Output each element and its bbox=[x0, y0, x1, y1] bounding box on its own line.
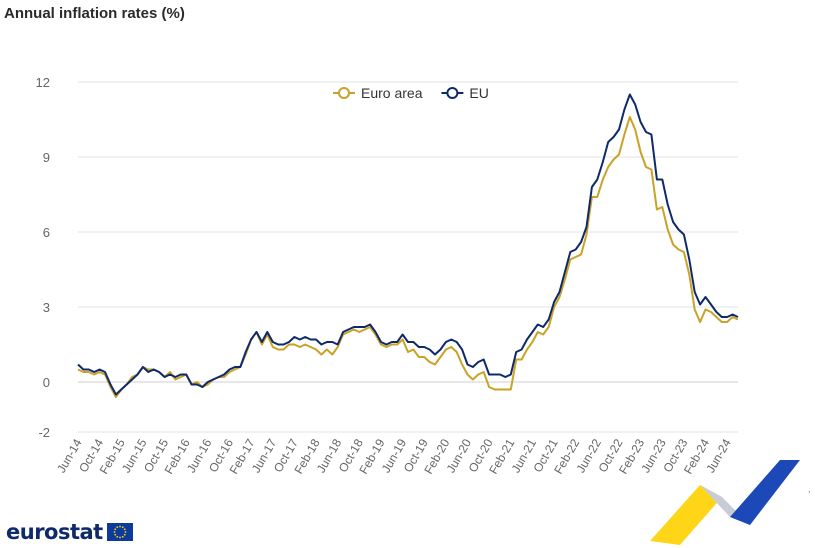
y-tick-label: 6 bbox=[43, 225, 50, 240]
flag-star bbox=[113, 531, 116, 533]
flag-star bbox=[116, 535, 118, 538]
y-axis-ticks: -2 0 3 6 9 12 bbox=[36, 75, 50, 440]
eurostat-wordmark: eurostat bbox=[6, 520, 103, 544]
flag-star bbox=[118, 536, 121, 539]
flag-star bbox=[124, 531, 127, 533]
eu-flag-icon bbox=[106, 523, 133, 541]
flag-star bbox=[123, 528, 126, 531]
ribbon-wedge-icon bbox=[650, 460, 800, 545]
x-axis: Jun-14Oct-14Feb-15Jun-15Oct-15Feb-16Jun-… bbox=[54, 381, 738, 476]
corner-mark: , bbox=[808, 484, 811, 494]
series-line-euro-area[interactable] bbox=[77, 116, 739, 398]
series-lines bbox=[77, 93, 739, 398]
flag-star bbox=[114, 533, 116, 536]
legend-label[interactable]: EU bbox=[469, 85, 488, 101]
series-line-eu[interactable] bbox=[77, 93, 739, 396]
flag-star bbox=[123, 533, 126, 536]
y-tick-label: 9 bbox=[43, 150, 50, 165]
chart-title: Annual inflation rates (%) bbox=[4, 5, 185, 22]
flag-star bbox=[116, 526, 118, 529]
legend-label[interactable]: Euro area bbox=[361, 85, 423, 101]
flag-star bbox=[114, 528, 116, 531]
flag-star bbox=[121, 535, 124, 538]
legend-marker bbox=[446, 87, 459, 99]
y-tick-label: -2 bbox=[38, 425, 50, 440]
y-tick-label: 0 bbox=[43, 375, 50, 390]
y-tick-label: 3 bbox=[43, 300, 50, 315]
flag-star bbox=[121, 526, 124, 529]
y-tick-label: 12 bbox=[36, 75, 50, 90]
chart-legend[interactable]: Euro area EU bbox=[333, 85, 489, 101]
flag-star bbox=[118, 525, 121, 528]
eurostat-logo: eurostat bbox=[6, 520, 133, 544]
legend-marker bbox=[338, 87, 350, 99]
